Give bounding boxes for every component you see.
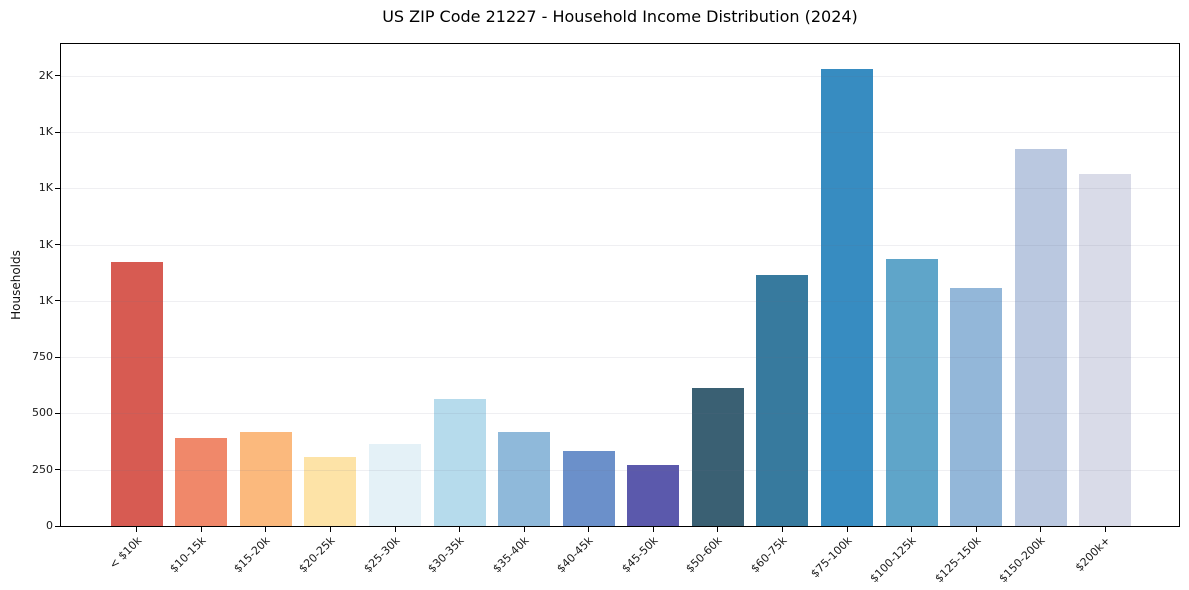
bar — [239, 432, 292, 526]
chart-title: US ZIP Code 21227 - Household Income Dis… — [382, 7, 858, 26]
y-tick-mark — [55, 469, 60, 471]
bar — [756, 274, 809, 526]
x-tick-mark — [588, 527, 590, 532]
gridline — [61, 244, 1179, 246]
y-tick-mark — [55, 75, 60, 77]
x-tick-mark — [394, 527, 396, 532]
x-tick-label: $50-60k — [683, 534, 726, 576]
gridline — [61, 75, 1179, 77]
x-tick-label: $45-50k — [619, 534, 661, 576]
y-tick-mark — [55, 187, 60, 189]
gridline — [61, 132, 1179, 133]
gridline — [61, 188, 1179, 190]
x-tick-label: < $10k — [106, 534, 144, 572]
gridline — [61, 413, 1179, 415]
x-tick-label: $75-100k — [807, 534, 855, 581]
bar — [627, 465, 680, 526]
bar — [368, 444, 421, 526]
y-tick-label: 2K — [38, 68, 53, 82]
x-tick-mark — [1104, 527, 1106, 532]
x-tick-mark — [781, 527, 783, 532]
gridline — [61, 300, 1179, 302]
bar — [691, 387, 744, 526]
y-tick-label: 0 — [46, 519, 53, 532]
x-tick-label: $125-150k — [932, 534, 984, 586]
bar — [110, 261, 163, 526]
x-tick-label: $20-25k — [296, 534, 338, 576]
y-tick-label: 1K — [38, 293, 53, 307]
y-tick-mark — [55, 300, 60, 302]
x-tick-mark — [200, 527, 202, 532]
x-tick-label: $200k+ — [1072, 534, 1113, 575]
x-tick-mark — [652, 527, 654, 532]
y-tick-label: 1K — [38, 181, 53, 195]
bar — [562, 451, 615, 526]
gridline — [61, 469, 1179, 471]
y-tick-label: 500 — [32, 406, 53, 420]
x-tick-mark — [459, 527, 460, 532]
bar — [304, 457, 357, 526]
bar — [433, 398, 486, 526]
x-tick-label: $15-20k — [231, 534, 274, 576]
bar — [950, 287, 1003, 526]
bar — [1079, 174, 1132, 526]
y-tick-label: 1K — [38, 125, 53, 138]
x-tick-mark — [975, 527, 977, 532]
x-tick-mark — [329, 527, 331, 532]
bar — [820, 68, 873, 526]
plot-area — [60, 43, 1180, 527]
y-tick-mark — [55, 412, 60, 414]
x-tick-label: $10-15k — [167, 534, 209, 576]
x-tick-mark — [265, 527, 267, 532]
x-tick-label: $30-35k — [425, 534, 467, 576]
bar — [175, 438, 228, 526]
gridline — [61, 357, 1179, 359]
x-tick-mark — [911, 527, 912, 532]
bar — [498, 432, 551, 526]
x-tick-label: $35-40k — [490, 534, 532, 576]
y-tick-label: 750 — [32, 350, 53, 364]
y-tick-mark — [55, 131, 60, 133]
x-tick-mark — [136, 527, 138, 532]
y-tick-mark — [55, 525, 60, 527]
x-tick-mark — [523, 527, 525, 532]
x-tick-label: $150-200k — [996, 534, 1048, 586]
x-tick-mark — [717, 527, 719, 532]
x-tick-label: $60-75k — [748, 534, 790, 576]
y-tick-label: 1K — [38, 237, 53, 251]
x-tick-mark — [846, 527, 848, 532]
bar — [1014, 149, 1067, 526]
x-tick-label: $25-30k — [360, 534, 403, 576]
x-tick-label: $40-45k — [554, 534, 596, 576]
bar — [885, 259, 938, 526]
y-tick-mark — [55, 356, 60, 358]
y-tick-mark — [55, 244, 60, 246]
y-tick-label: 250 — [32, 462, 53, 476]
x-tick-label: $100-125k — [867, 534, 919, 586]
x-tick-mark — [1040, 527, 1042, 532]
